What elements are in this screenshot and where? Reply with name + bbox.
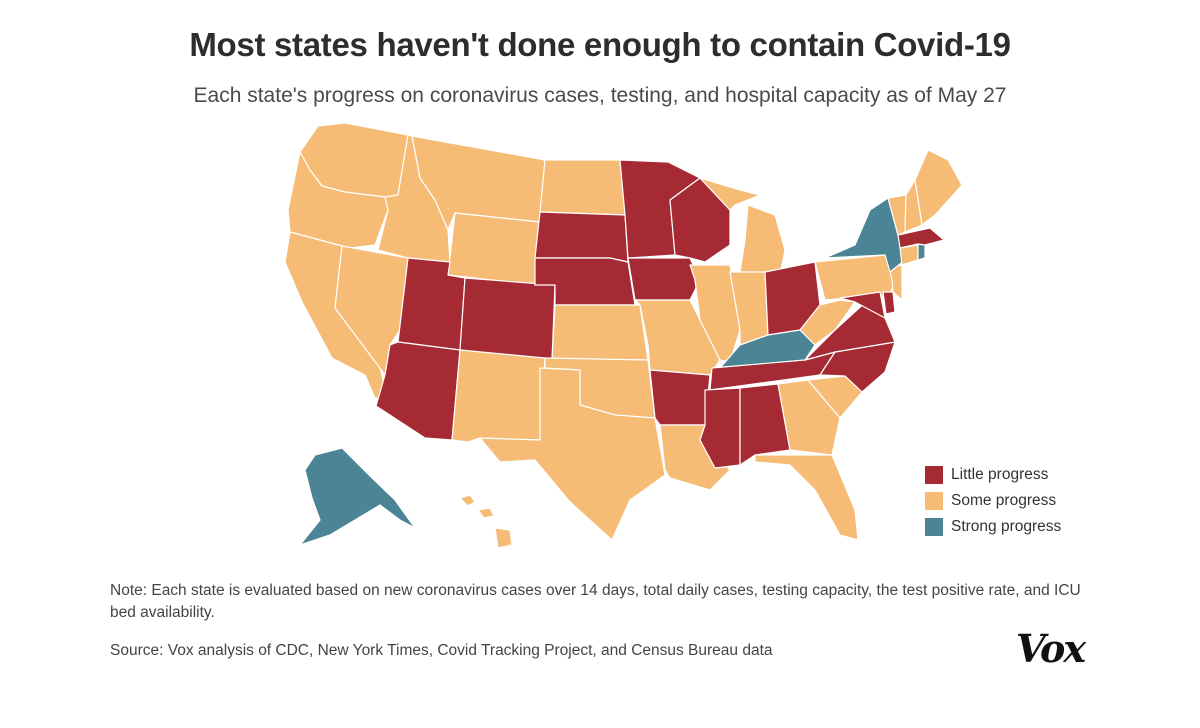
state-nd — [539, 159, 626, 216]
state-mi-upper — [699, 177, 761, 211]
legend-swatch-little — [925, 466, 943, 484]
legend-label-some: Some progress — [951, 492, 1057, 509]
state-al — [739, 383, 791, 466]
legend-item-little: Little progress — [925, 462, 1061, 488]
state-ar — [649, 369, 711, 426]
legend-item-some: Some progress — [925, 488, 1061, 514]
legend-label-strong: Strong progress — [951, 518, 1062, 535]
source-text: Source: Vox analysis of CDC, New York Ti… — [110, 642, 773, 659]
state-ak — [299, 447, 416, 546]
map-title: Most states haven't done enough to conta… — [189, 26, 1011, 63]
legend: Little progress Some progress Strong pro… — [925, 462, 1061, 540]
state-ma — [897, 227, 945, 249]
state-ri — [917, 243, 926, 261]
legend-swatch-some — [925, 492, 943, 510]
legend-item-strong: Strong progress — [925, 514, 1061, 540]
state-nm — [451, 349, 546, 443]
state-me — [914, 149, 963, 226]
state-sd — [534, 211, 629, 263]
state-de — [882, 291, 896, 315]
legend-swatch-strong — [925, 518, 943, 536]
state-tx — [479, 367, 666, 541]
state-ks — [551, 304, 649, 361]
note-text: Note: Each state is evaluated based on n… — [110, 582, 1081, 621]
state-ga — [777, 379, 841, 456]
state-ia — [627, 257, 701, 301]
vox-logo: Vox — [1016, 626, 1086, 671]
state-mi — [739, 204, 786, 276]
state-hi — [459, 494, 513, 549]
state-wy — [447, 212, 541, 286]
legend-label-little: Little progress — [951, 466, 1049, 483]
map-subtitle: Each state's progress on coronavirus cas… — [193, 84, 1007, 107]
state-fl — [754, 454, 859, 541]
state-md — [839, 291, 886, 319]
state-co — [459, 277, 556, 361]
state-az — [375, 341, 461, 441]
